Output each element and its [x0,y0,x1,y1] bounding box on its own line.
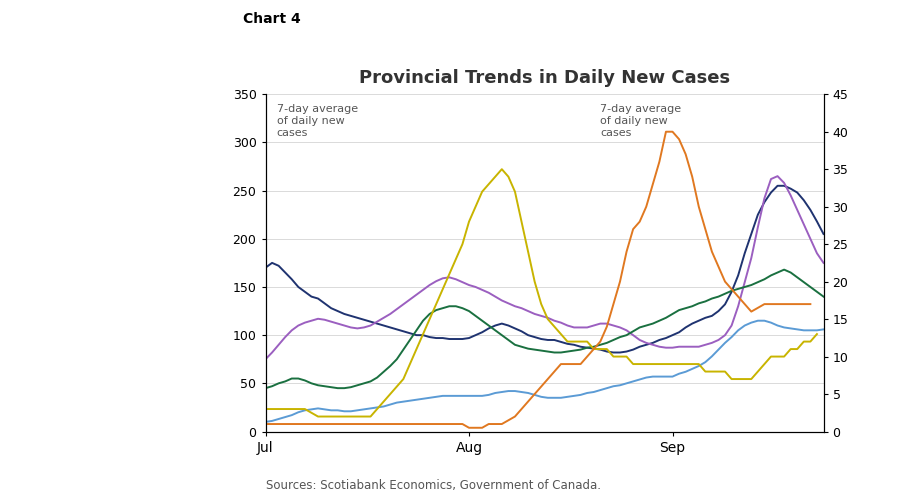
Text: Chart 4: Chart 4 [243,12,301,26]
Text: 7-day average
of daily new
cases: 7-day average of daily new cases [276,104,358,137]
Text: Sources: Scotiabank Economics, Government of Canada.: Sources: Scotiabank Economics, Governmen… [266,479,600,492]
Legend: Ontario, LHS, British Columbia, LHS, Quebec, LHS, Alberta, LHS, Saskatchewan, RH: Ontario, LHS, British Columbia, LHS, Que… [266,495,597,496]
Title: Provincial Trends in Daily New Cases: Provincial Trends in Daily New Cases [359,69,730,87]
Text: 7-day average
of daily new
cases: 7-day average of daily new cases [600,104,681,137]
